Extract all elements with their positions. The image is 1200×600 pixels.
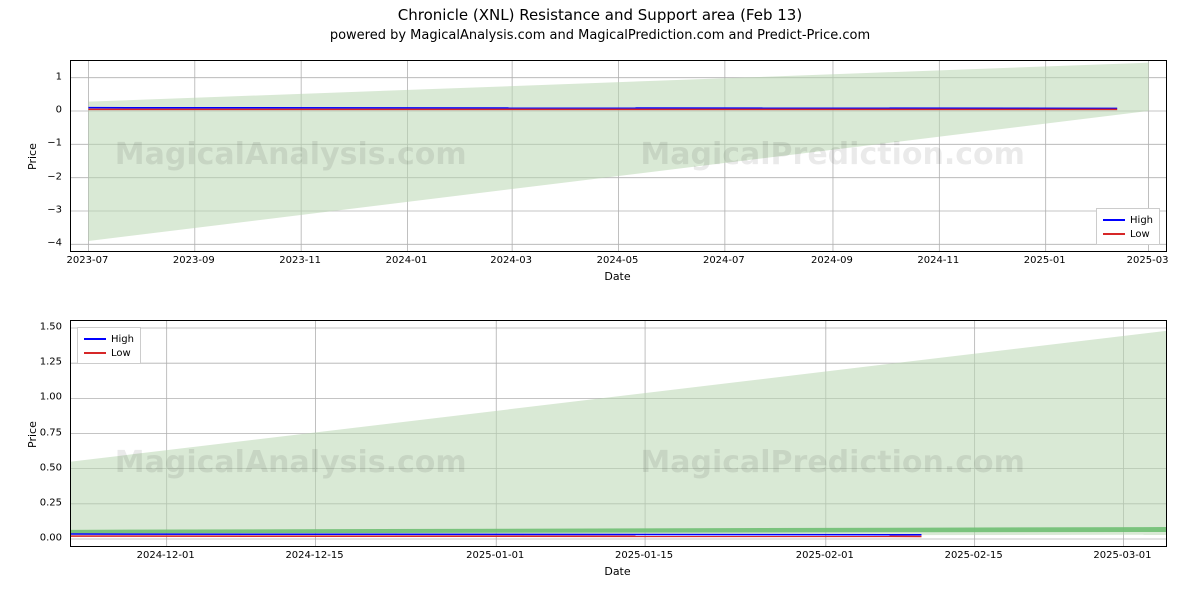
x-tick-label: 2024-01 xyxy=(386,255,428,266)
top-chart-svg xyxy=(71,61,1166,251)
legend-swatch xyxy=(1103,219,1125,221)
chart-subtitle: powered by MagicalAnalysis.com and Magic… xyxy=(0,28,1200,43)
legend-label: High xyxy=(111,334,134,345)
top-chart-xlabel: Date xyxy=(70,270,1165,283)
x-tick-label: 2024-12-15 xyxy=(285,550,343,561)
legend-item: High xyxy=(84,332,134,346)
x-tick-label: 2025-02-01 xyxy=(796,550,854,561)
legend-swatch xyxy=(1103,233,1125,235)
x-tick-label: 2024-05 xyxy=(597,255,639,266)
legend-label: Low xyxy=(111,348,131,359)
y-tick-label: 0.50 xyxy=(32,462,62,473)
x-tick-label: 2023-07 xyxy=(67,255,109,266)
legend-item: Low xyxy=(1103,227,1153,241)
top-chart-plot: MagicalAnalysis.com MagicalPrediction.co… xyxy=(71,61,1166,251)
x-tick-label: 2025-01-01 xyxy=(466,550,524,561)
x-tick-label: 2023-09 xyxy=(173,255,215,266)
y-tick-label: 0.75 xyxy=(32,427,62,438)
y-tick-label: 0 xyxy=(32,105,62,116)
legend-label: High xyxy=(1130,215,1153,226)
y-tick-label: −1 xyxy=(32,138,62,149)
x-tick-label: 2025-01 xyxy=(1024,255,1066,266)
bottom-chart-legend: High Low xyxy=(77,327,141,364)
x-tick-label: 2025-03-01 xyxy=(1093,550,1151,561)
x-tick-label: 2024-11 xyxy=(917,255,959,266)
x-tick-label: 2024-07 xyxy=(703,255,745,266)
x-tick-label: 2024-12-01 xyxy=(137,550,195,561)
legend-label: Low xyxy=(1130,229,1150,240)
legend-swatch xyxy=(84,352,106,354)
x-tick-label: 2024-09 xyxy=(811,255,853,266)
x-tick-label: 2025-01-15 xyxy=(615,550,673,561)
bottom-chart-svg xyxy=(71,321,1166,546)
y-tick-label: 0.25 xyxy=(32,497,62,508)
legend-item: Low xyxy=(84,346,134,360)
y-tick-label: −3 xyxy=(32,205,62,216)
x-tick-label: 2025-03 xyxy=(1127,255,1169,266)
y-tick-label: 1.25 xyxy=(32,357,62,368)
chart-title: Chronicle (XNL) Resistance and Support a… xyxy=(0,6,1200,24)
y-tick-label: 0.00 xyxy=(32,532,62,543)
y-tick-label: 1.50 xyxy=(32,322,62,333)
legend-swatch xyxy=(84,338,106,340)
figure: Chronicle (XNL) Resistance and Support a… xyxy=(0,0,1200,600)
bottom-chart-xlabel: Date xyxy=(70,565,1165,578)
top-chart-axes: MagicalAnalysis.com MagicalPrediction.co… xyxy=(70,60,1167,252)
top-chart-legend: High Low xyxy=(1096,208,1160,245)
y-tick-label: −4 xyxy=(32,238,62,249)
y-tick-label: 1 xyxy=(32,71,62,82)
y-tick-label: −2 xyxy=(32,171,62,182)
bottom-chart-plot: MagicalAnalysis.com MagicalPrediction.co… xyxy=(71,321,1166,546)
x-tick-label: 2024-03 xyxy=(490,255,532,266)
bottom-chart-axes: MagicalAnalysis.com MagicalPrediction.co… xyxy=(70,320,1167,547)
legend-item: High xyxy=(1103,213,1153,227)
x-tick-label: 2023-11 xyxy=(279,255,321,266)
y-tick-label: 1.00 xyxy=(32,392,62,403)
x-tick-label: 2025-02-15 xyxy=(945,550,1003,561)
